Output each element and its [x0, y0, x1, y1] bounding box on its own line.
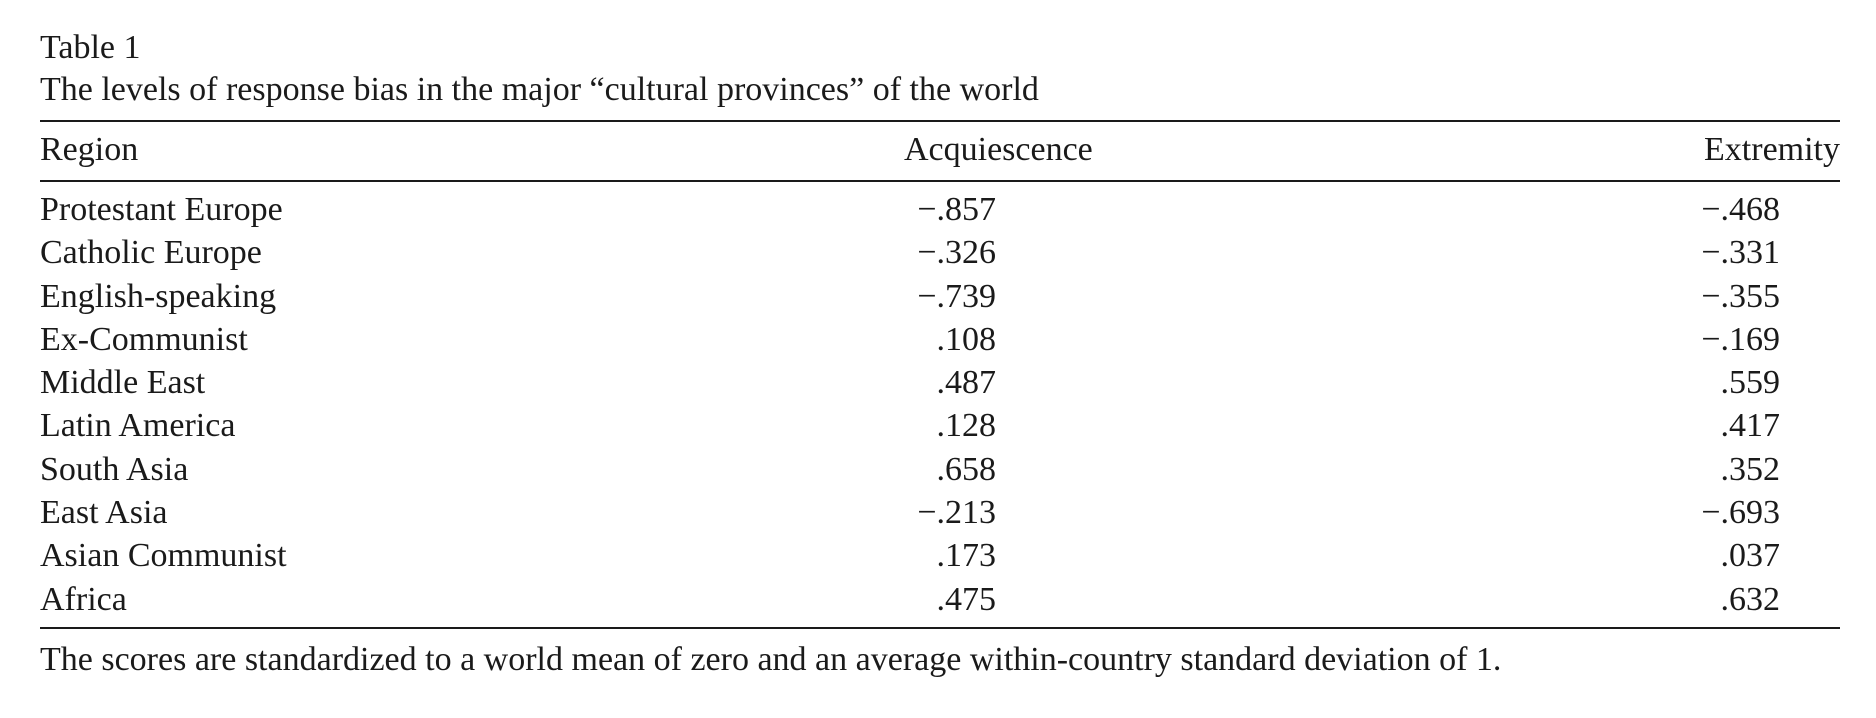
table-footnote: The scores are standardized to a world m… [40, 641, 1502, 678]
region-cell: Catholic Europe [40, 234, 262, 272]
region-cell: Protestant Europe [40, 191, 283, 228]
table-row: South Asia .658 .352 [40, 448, 1840, 491]
acquiescence-cell: −.739 [917, 277, 996, 315]
extremity-cell: .352 [1720, 450, 1781, 488]
table-row: East Asia −.213 −.693 [40, 491, 1840, 534]
extremity-cell: −.355 [1701, 277, 1780, 315]
region-cell: Ex-Communist [40, 320, 248, 358]
region-cell: Latin America [40, 407, 236, 445]
table-top-rule [40, 120, 1840, 122]
table-bottom-rule [40, 627, 1840, 629]
acquiescence-cell: .173 [936, 537, 997, 575]
column-header-extremity: Extremity [1704, 131, 1840, 168]
table-row: Protestant Europe −.857 −.468 [40, 188, 1840, 231]
acquiescence-cell: .487 [936, 364, 997, 402]
acquiescence-cell: .128 [936, 407, 997, 445]
acquiescence-cell: −.857 [917, 191, 996, 228]
table-caption: The levels of response bias in the major… [40, 71, 1039, 108]
region-cell: Africa [40, 580, 127, 618]
acquiescence-cell: −.213 [917, 494, 996, 532]
table-row: Catholic Europe −.326 −.331 [40, 231, 1840, 274]
extremity-cell: −.693 [1701, 494, 1780, 532]
table-row: Latin America .128 .417 [40, 404, 1840, 447]
column-header-acquiescence: Acquiescence [904, 131, 1093, 168]
extremity-cell: .559 [1720, 364, 1781, 402]
table-body: Protestant Europe −.857 −.468 Catholic E… [40, 188, 1840, 621]
region-cell: South Asia [40, 450, 189, 488]
extremity-cell: .417 [1720, 407, 1781, 445]
acquiescence-cell: .658 [936, 450, 997, 488]
table-header-rule [40, 180, 1840, 182]
table-label: Table 1 [40, 29, 141, 66]
table-row: Africa .475 .632 [40, 578, 1840, 621]
table-row: Asian Communist .173 .037 [40, 534, 1840, 577]
extremity-cell: .037 [1720, 537, 1781, 575]
region-cell: English-speaking [40, 277, 277, 315]
table-row: English-speaking −.739 −.355 [40, 275, 1840, 318]
table-row: Middle East .487 .559 [40, 361, 1840, 404]
region-cell: East Asia [40, 494, 168, 532]
extremity-cell: −.468 [1701, 191, 1780, 228]
table-row: Ex-Communist .108 −.169 [40, 318, 1840, 361]
region-cell: Asian Communist [40, 537, 287, 575]
column-header-region: Region [40, 131, 139, 168]
extremity-cell: −.169 [1701, 320, 1780, 358]
region-cell: Middle East [40, 364, 206, 402]
table-header-row: Region Acquiescence Extremity [40, 130, 1840, 170]
extremity-cell: .632 [1720, 580, 1781, 618]
extremity-cell: −.331 [1701, 234, 1780, 272]
acquiescence-cell: −.326 [917, 234, 996, 272]
acquiescence-cell: .108 [936, 320, 997, 358]
acquiescence-cell: .475 [936, 580, 997, 618]
